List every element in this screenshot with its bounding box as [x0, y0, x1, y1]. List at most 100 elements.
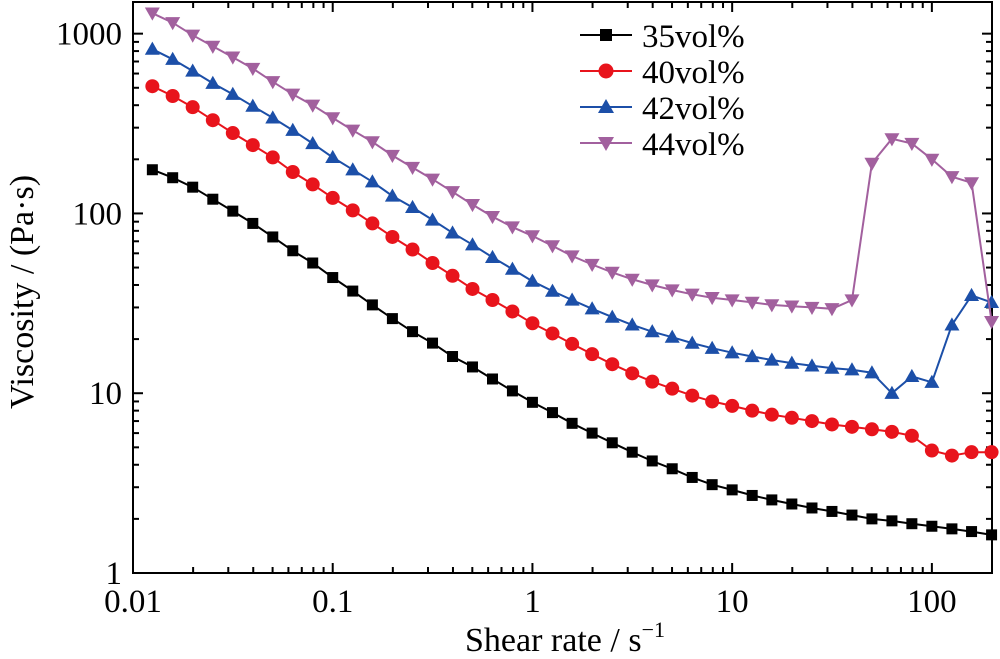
data-point	[586, 427, 598, 439]
x-axis-title-superscript: −1	[642, 617, 665, 642]
data-point	[804, 358, 820, 372]
data-point	[245, 62, 261, 77]
data-point	[764, 407, 779, 422]
data-point	[585, 347, 600, 362]
data-point	[724, 294, 740, 308]
data-point	[504, 221, 520, 235]
data-point	[626, 446, 638, 458]
data-point	[744, 349, 760, 363]
data-point	[804, 301, 820, 315]
data-point	[347, 285, 359, 297]
data-point	[225, 126, 240, 141]
data-point	[766, 494, 778, 506]
data-point	[485, 293, 500, 308]
data-point	[305, 177, 320, 192]
data-point	[686, 471, 698, 483]
data-point	[465, 281, 480, 296]
data-point	[604, 309, 620, 323]
data-point	[405, 199, 421, 214]
data-point	[664, 329, 680, 343]
data-point	[984, 294, 1000, 309]
data-point	[525, 316, 540, 331]
x-tick-label: 100	[907, 584, 957, 620]
data-point	[546, 407, 558, 419]
data-point	[844, 294, 860, 308]
data-point	[684, 335, 700, 349]
data-point	[265, 150, 280, 165]
data-point	[427, 337, 439, 349]
data-point	[285, 88, 301, 102]
data-point	[926, 520, 938, 532]
data-point	[325, 190, 340, 205]
series-line	[151, 12, 993, 322]
data-point	[385, 229, 400, 244]
data-point	[624, 273, 640, 287]
data-point	[545, 326, 560, 341]
legend-label: 44vol%	[642, 127, 745, 163]
data-point	[345, 162, 361, 176]
data-point	[285, 122, 301, 136]
data-point	[445, 186, 461, 200]
data-point	[644, 324, 660, 338]
data-point	[946, 523, 958, 535]
data-point	[804, 414, 819, 429]
data-point	[544, 283, 560, 297]
x-tick-label: 10	[716, 584, 749, 620]
data-point	[464, 237, 480, 251]
data-point	[984, 445, 999, 460]
data-point	[824, 417, 839, 432]
data-point	[666, 463, 678, 475]
data-point	[466, 361, 478, 373]
data-point	[944, 448, 959, 463]
x-tick-label: 0.1	[312, 584, 353, 620]
data-point	[285, 165, 300, 180]
series-line	[152, 168, 992, 536]
legend-label: 40vol%	[642, 55, 745, 91]
data-point	[746, 489, 758, 501]
data-point	[425, 256, 440, 271]
data-point	[384, 188, 400, 202]
data-point	[364, 136, 380, 150]
data-point	[744, 296, 760, 310]
data-point	[924, 153, 940, 167]
data-point	[604, 266, 620, 280]
data-point	[364, 174, 380, 188]
data-point	[866, 513, 878, 525]
y-axis-title: Viscosity / (Pa·s)	[4, 175, 41, 409]
data-point	[485, 211, 501, 225]
data-point	[924, 374, 940, 388]
x-axis-title-text: Shear rate / s	[465, 622, 642, 659]
data-point	[187, 181, 199, 193]
data-point	[425, 173, 441, 187]
data-point	[606, 437, 618, 449]
data-point	[185, 63, 201, 77]
data-point	[445, 225, 461, 239]
legend-label: 35vol%	[642, 19, 745, 55]
data-point	[405, 242, 420, 257]
data-point	[247, 217, 259, 229]
data-point	[407, 326, 419, 338]
data-point	[185, 100, 200, 115]
data-point	[964, 445, 979, 460]
data-point	[924, 443, 939, 458]
data-point	[745, 403, 760, 418]
data-point	[884, 133, 900, 147]
data-point	[645, 374, 660, 389]
series-line	[151, 85, 992, 457]
data-point	[584, 301, 600, 315]
data-point	[265, 76, 281, 90]
data-point	[704, 292, 720, 306]
data-point	[824, 360, 840, 374]
data-point	[506, 385, 518, 397]
axes: 0.01 0.1 1 10 100 1 10 100 1000	[56, 1, 993, 620]
data-point	[325, 149, 341, 164]
data-point	[964, 177, 980, 191]
data-point	[844, 362, 860, 376]
data-point	[464, 198, 480, 213]
data-point	[144, 41, 160, 55]
series-0	[146, 164, 998, 541]
x-axis-title: Shear rate / s−1	[465, 617, 665, 659]
data-point	[726, 484, 738, 496]
data-point	[325, 112, 341, 126]
